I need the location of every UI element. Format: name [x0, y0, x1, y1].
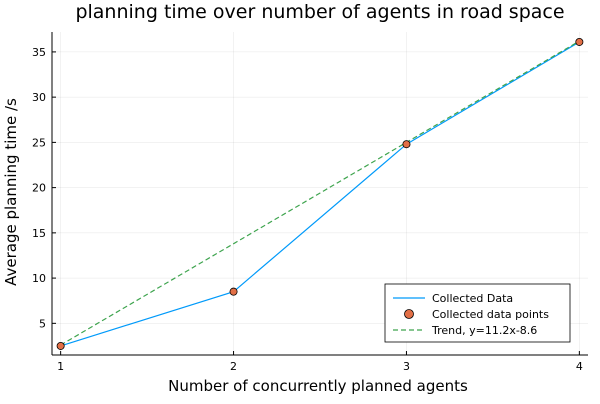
y-tick-label: 25 — [32, 136, 46, 149]
legend: Collected Data Collected data points Trend… — [384, 283, 571, 343]
series-line-2 — [60, 40, 580, 346]
legend-box — [384, 283, 571, 343]
y-tick-label: 5 — [39, 317, 46, 330]
grid — [52, 32, 588, 355]
tick-labels: 1 2 3 4 5 10 15 20 25 30 35 — [32, 46, 583, 373]
x-tick-label: 1 — [57, 360, 64, 373]
legend-label: Collected Data — [432, 292, 513, 305]
legend-label: Collected data points — [432, 308, 549, 321]
y-axis-label: Average planning time /s — [2, 98, 20, 286]
y-tick-label: 20 — [32, 182, 46, 195]
data-point — [402, 140, 411, 149]
data-point — [229, 287, 238, 296]
legend-label: Trend, y=11.2x-8.6 — [431, 324, 537, 337]
chart-title: planning time over number of agents in r… — [75, 1, 564, 23]
series-line-0 — [60, 41, 580, 347]
y-tick-label: 15 — [32, 227, 46, 240]
y-tick-label: 10 — [32, 272, 46, 285]
y-tick-label: 35 — [32, 46, 46, 59]
x-tick-label: 3 — [403, 360, 410, 373]
axes — [51, 32, 588, 356]
data-point — [575, 37, 584, 46]
data-point — [56, 341, 65, 350]
y-tick-label: 30 — [32, 91, 46, 104]
legend-marker — [404, 309, 414, 319]
x-axis-label: Number of concurrently planned agents — [168, 377, 468, 395]
x-tick-label: 4 — [576, 360, 583, 373]
series — [56, 37, 584, 350]
x-tick-label: 2 — [230, 360, 237, 373]
